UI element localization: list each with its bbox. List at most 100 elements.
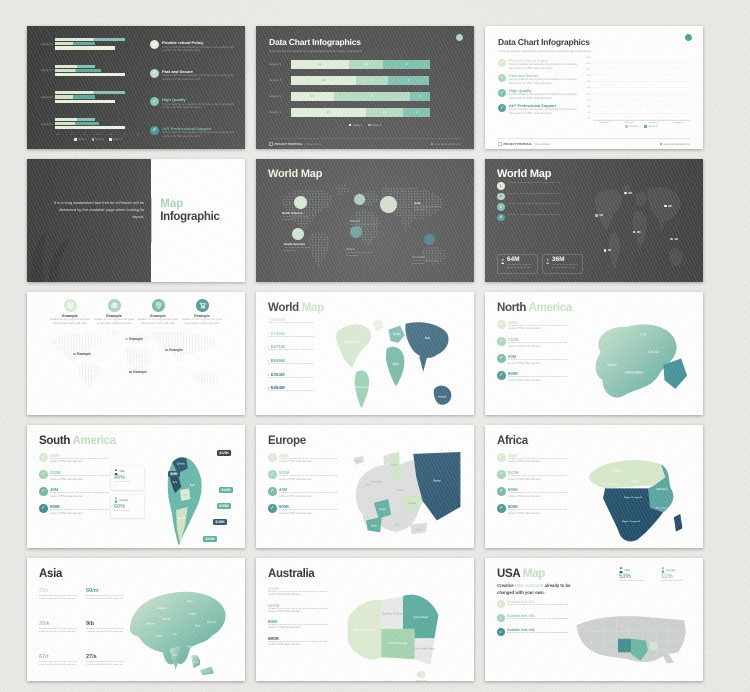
stat-value: 9/b: [86, 621, 94, 627]
feature-list: ✓ Flexible refund Policy Simply install th…: [498, 57, 581, 129]
subtitle-description: All agree that they like of our chat to …: [507, 604, 569, 606]
stat-description: All agree that they like of our chat to …: [50, 492, 109, 498]
feature-title: Fast and Secure: [509, 73, 539, 78]
bar-group: Category 3: [35, 64, 139, 78]
stat-description: Heather for our congress the great prese…: [268, 335, 315, 338]
feature-item: ✓ High Quality Simply install the site reg…: [150, 97, 235, 111]
country-label: Iceland: [355, 460, 363, 463]
country-label: Algeria: [613, 469, 623, 472]
stat-value: 900K: [508, 371, 519, 377]
check-icon: ✓: [497, 504, 506, 513]
stat-value: 455K: [508, 320, 519, 325]
feature-title: High Quality: [162, 97, 186, 102]
page-badge: [685, 34, 692, 41]
dot-icon: [431, 143, 433, 145]
slide-title: Asia: [39, 568, 63, 580]
grid-icon: [66, 302, 74, 309]
check-icon: ✓: [498, 88, 506, 97]
footer-label: | Presentation: [533, 142, 551, 146]
continent-label: Australia: [438, 394, 447, 399]
slide-data-chart-dark[interactable]: Data Chart Infographics If you use this …: [256, 26, 474, 149]
slide-europe[interactable]: Europe ✓ 455K All agree that they like of …: [256, 425, 474, 548]
value-list: › $255M Heather for our congress the great…: [268, 317, 326, 413]
country-label: Malaysia: [193, 662, 200, 664]
country-label: Niger Congo B: [622, 520, 641, 523]
slide-south-america[interactable]: South America ✓ 455K All agree that they l…: [27, 425, 245, 548]
cover-dark-panel: It is a long established fact that be a …: [27, 159, 152, 282]
example-item: Example Heather for our congress the gre…: [137, 299, 179, 327]
cover-title-main: Infographic: [160, 210, 220, 223]
country-label: Canada: [648, 350, 659, 354]
subtitle-title: Subtitle text #02: [507, 614, 535, 618]
country-label: Poland: [397, 489, 404, 492]
world-map: North America Your text for site your gre…: [268, 182, 462, 272]
slide-north-america[interactable]: North America ✓ 455K All agree that they l…: [485, 292, 703, 415]
country-label: Niger: [632, 479, 639, 482]
item-number: 4: [497, 213, 505, 221]
feature-description: Simply install the site regularly of pur…: [162, 131, 234, 138]
stacked-bar-chart: Category 4 1.2 1.8 4 Category 3 1.8 2.6 3 Cate…: [269, 59, 461, 117]
check-icon: ✓: [150, 125, 159, 135]
stat-value: $742M: [270, 330, 285, 336]
gender-stats: Male 40% Your % of are site Female 60% Y…: [111, 450, 144, 548]
slide-map-infographic-cover[interactable]: It is a long established fact that be a …: [27, 159, 245, 282]
stat-description: All agree that they like of our chat to …: [508, 475, 567, 481]
brand-logo-icon: [269, 142, 273, 146]
slide-world-map-stats[interactable]: World Map 1 Your text for site being your…: [485, 159, 703, 282]
country-label: France: [379, 508, 386, 511]
region-description: Your text for site your great presentati…: [282, 215, 309, 221]
slide-examples-map[interactable]: Example Heather for our congress the gre…: [27, 292, 245, 415]
slide-title: Data Chart Infographics: [269, 37, 361, 47]
slide-usa-map[interactable]: USA Map Creative USA continent already t…: [485, 558, 703, 681]
check-icon: ✓: [497, 371, 506, 380]
slide-asia[interactable]: Asia 39/r All agree that they like of our…: [27, 558, 245, 681]
gender-card: Female 11% Heather you are the site: [661, 567, 691, 588]
stat-value: 67/r: [39, 654, 49, 660]
country-label: Sub-Saharan: [656, 508, 672, 510]
slide-australia[interactable]: Australia 455M All agree that they like o…: [256, 558, 474, 681]
stat-description: All agree that they like of our chat to …: [39, 627, 77, 633]
slide-data-chart-light[interactable]: Data Chart Infographics If you use this …: [485, 26, 703, 149]
brand-logo-icon: [498, 142, 502, 146]
check-icon: ✓: [268, 487, 277, 496]
value-item: › $454M Heather for our congress the great…: [268, 385, 326, 397]
check-icon: ✓: [497, 320, 506, 329]
stat-description: All agree that they like of our chat to …: [268, 640, 327, 646]
example-item: Example Heather for our congress the gre…: [181, 299, 223, 327]
stat-item: ✓ 455K All agree that they like of our cha…: [497, 320, 573, 334]
stat-description: All agree that they like of our chat to …: [86, 594, 124, 600]
region-description: Your text for site your great presentati…: [284, 246, 311, 252]
stat-value: 722M: [508, 337, 519, 343]
stat-description: All agree that they like of our chat to …: [279, 475, 338, 481]
category-label: Category 4: [40, 42, 53, 46]
africa-map: Algeria Niger Mauritania Ethiopia Niger …: [573, 450, 691, 548]
map-marker: Example: [133, 370, 148, 374]
cart-icon: [199, 302, 206, 309]
slide-bar-chart-dark[interactable]: Category 4 Category 3 Category 2 Categor…: [27, 26, 245, 149]
region-name: South America: [284, 242, 306, 246]
stat-value: 20/k: [39, 621, 50, 627]
stat-value: 522M: [279, 470, 290, 476]
example-description: Heather for our congress the great prese…: [138, 318, 178, 325]
price-tag: $180K: [213, 519, 227, 525]
country-label: Italy: [395, 523, 399, 526]
subtitle-item: ✓ Subtitle text #01 All agree that they li…: [497, 600, 585, 611]
stat-value: 522M: [268, 602, 280, 608]
slide-world-map-colored[interactable]: World Map › $255M Heather for our congress…: [256, 292, 474, 415]
category-label: Category 2: [40, 96, 53, 100]
stat-item: ✓ 40M All agree that they like of our chat…: [268, 487, 344, 501]
country-label: Niger Congo R: [624, 496, 643, 499]
asia-map: Kazakhstan Russia Mongolia Kyrgyzstan Af…: [125, 583, 233, 681]
female-icon: [114, 497, 118, 503]
location-pin-icon: [155, 302, 161, 309]
gender-card: Male 53% Your text % the are USA site: [619, 567, 649, 588]
north-america-map-svg: U.S. Canada Mexico United States: [595, 324, 688, 398]
example-description: Heather for our congress the great prese…: [50, 318, 90, 325]
list-item: 1 Your text for site being your great ven…: [497, 182, 583, 190]
stat-description: Heather for our congress the great prese…: [268, 376, 315, 379]
region-name: Europe: [350, 219, 361, 223]
check-icon: ✓: [497, 354, 506, 363]
gender-label: Male: [119, 470, 125, 473]
slide-africa[interactable]: Africa ✓ 455K All agree that they like of …: [485, 425, 703, 548]
slide-world-map-dotted[interactable]: World Map North America Your text for sit…: [256, 159, 474, 282]
